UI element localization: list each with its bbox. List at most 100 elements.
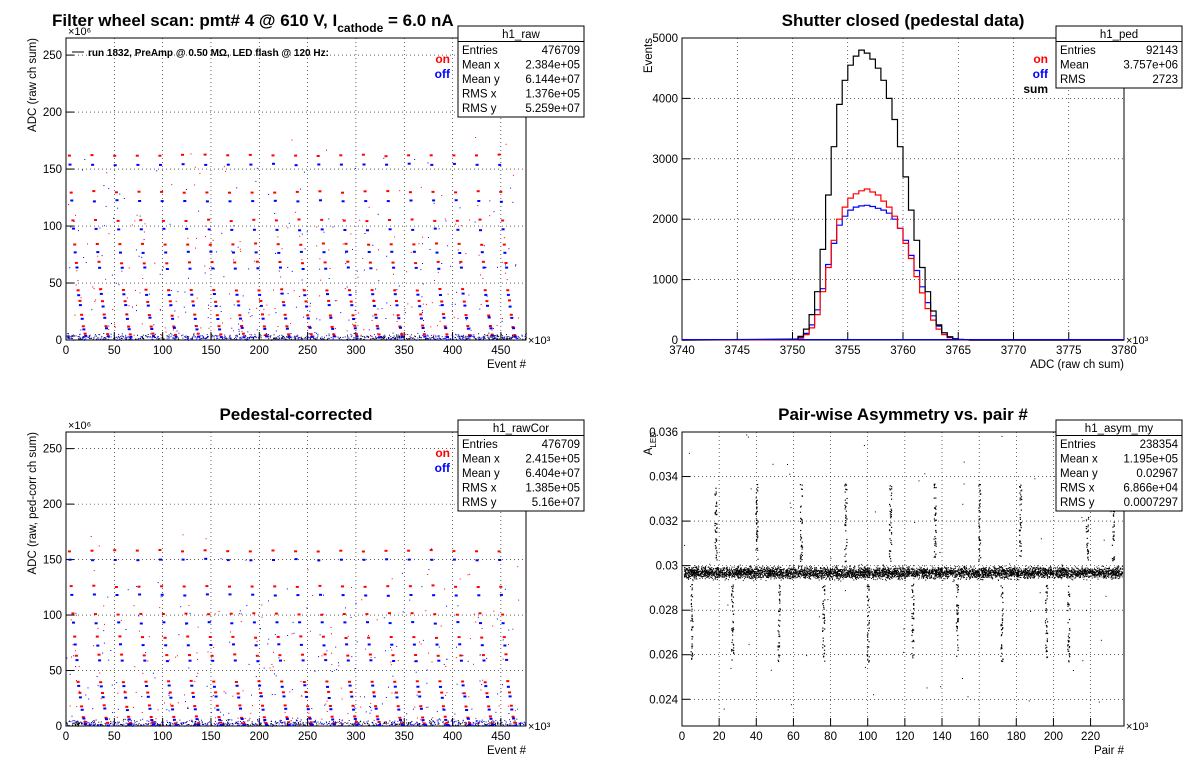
data-point: [386, 200, 390, 203]
data-point: [150, 719, 154, 721]
data-point: [857, 566, 859, 568]
data-point: [118, 336, 120, 338]
data-point: [821, 567, 823, 569]
data-point: [401, 572, 403, 574]
data-point: [497, 335, 499, 337]
data-point: [456, 683, 458, 685]
data-point: [398, 325, 402, 328]
data-point: [736, 571, 738, 573]
data-point: [431, 584, 435, 587]
data-point: [67, 550, 71, 553]
data-point: [414, 262, 418, 265]
data-point: [433, 337, 435, 339]
data-point: [512, 717, 516, 720]
data-point: [181, 335, 183, 337]
data-point: [134, 666, 136, 668]
data-point: [276, 243, 280, 246]
data-point: [491, 337, 493, 339]
data-point: [479, 337, 481, 339]
data-point: [219, 721, 223, 724]
data-point: [242, 721, 244, 723]
x-tick-label: 350: [395, 345, 414, 357]
data-point: [468, 696, 470, 698]
data-point: [297, 337, 299, 339]
data-point: [317, 721, 319, 723]
data-point: [372, 691, 376, 694]
data-point: [433, 335, 434, 337]
data-point: [1014, 578, 1016, 580]
data-point: [447, 720, 449, 722]
data-point: [323, 723, 325, 725]
data-point: [431, 721, 433, 723]
data-point: [504, 588, 506, 590]
data-point: [464, 314, 468, 317]
data-point: [363, 336, 365, 338]
data-point: [67, 724, 69, 726]
data-point: [461, 288, 465, 291]
data-point: [340, 312, 342, 314]
data-point: [167, 294, 171, 296]
data-point: [300, 719, 302, 721]
data-point: [250, 336, 252, 338]
data-point: [363, 329, 365, 331]
data-point: [292, 723, 294, 725]
data-point: [205, 585, 209, 588]
data-point: [875, 571, 877, 573]
stats-key: Entries: [1060, 45, 1096, 57]
data-point: [132, 306, 133, 308]
data-point: [263, 719, 267, 721]
data-point: [237, 720, 239, 722]
data-point: [73, 720, 75, 722]
data-point: [478, 722, 480, 724]
data-point: [457, 723, 459, 725]
data-point: [375, 337, 377, 339]
data-point: [466, 327, 470, 330]
data-point: [220, 311, 222, 312]
data-point: [166, 709, 168, 711]
data-point: [71, 715, 73, 717]
data-point: [870, 578, 872, 579]
data-point: [954, 565, 956, 567]
data-point: [145, 293, 149, 296]
data-point: [137, 334, 138, 336]
data-point: [376, 619, 378, 621]
data-point: [478, 218, 482, 221]
data-point: [874, 576, 876, 578]
data-point: [963, 575, 965, 577]
data-point: [429, 721, 431, 723]
data-point: [468, 723, 472, 726]
x-tick-label: 400: [443, 345, 462, 357]
data-point: [369, 267, 373, 270]
data-point: [775, 567, 777, 569]
data-point: [1064, 569, 1066, 571]
data-point: [393, 685, 397, 688]
data-point: [183, 200, 187, 202]
data-point: [94, 227, 98, 230]
data-point: [366, 621, 369, 624]
data-point: [125, 725, 127, 727]
data-point: [212, 680, 216, 683]
data-point: [347, 339, 349, 341]
data-point: [137, 724, 139, 726]
data-point: [326, 650, 328, 652]
data-point: [181, 724, 183, 726]
data-point: [222, 723, 224, 725]
data-point: [386, 255, 388, 257]
data-point: [297, 338, 299, 340]
data-point: [704, 567, 706, 569]
data-point: [280, 337, 282, 339]
data-point: [432, 721, 434, 722]
data-point: [219, 333, 223, 336]
data-point: [88, 335, 90, 337]
data-point: [728, 569, 730, 571]
data-point: [397, 317, 401, 320]
data-point: [198, 210, 200, 212]
data-point: [421, 310, 423, 312]
data-point: [452, 154, 456, 157]
x-tick-label: 250: [298, 731, 317, 743]
data-point: [436, 711, 438, 713]
data-point: [285, 716, 289, 719]
data-point: [101, 696, 105, 699]
data-point: [326, 335, 328, 337]
data-point: [465, 337, 467, 339]
